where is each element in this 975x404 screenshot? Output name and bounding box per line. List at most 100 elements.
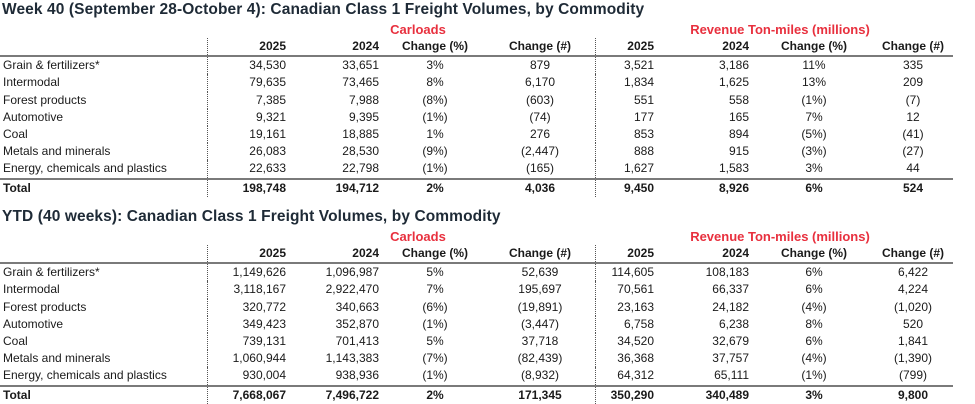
total-cell-carloads-change-pct: 2% <box>379 384 485 404</box>
cell-carloads-2025: 930,004 <box>242 368 286 383</box>
cell-carloads-2025: 1,149,626 <box>232 265 286 280</box>
cell-carloads-2024: 340,663 <box>335 299 379 314</box>
revenue-ton-miles-group-label: Revenue Ton-miles (millions) <box>690 229 870 244</box>
cell-carloads-change-num: (74) <box>529 109 551 124</box>
table-row: Metals and minerals 26,083 28,530 (9%) (2,44… <box>0 143 953 161</box>
cell-carloads-2024: 1,143,383 <box>325 351 379 366</box>
cell-carloads-2025: 34,530 <box>249 58 286 73</box>
cell-rtm-change-pct: (1%) <box>801 368 827 383</box>
cell-carloads-2024: 73,465 <box>342 75 379 90</box>
cell-rtm-2024: 37,757 <box>712 351 749 366</box>
cell-rtm-2024: 65,111 <box>714 368 749 383</box>
cell-carloads-change-pct: 8% <box>426 75 444 90</box>
total-row: Total 7,668,067 7,496,722 2% 171,345 350,290 3… <box>0 384 953 404</box>
cell-rtm-change-pct: 6% <box>805 282 823 297</box>
total-cell-carloads-change-num: 4,036 <box>485 177 596 197</box>
cell-rtm-2025: 1,834 <box>595 74 654 92</box>
cell-rtm-2025: 34,520 <box>595 333 654 351</box>
table-row: Energy, chemicals and plastics 22,633 22,7… <box>0 160 953 179</box>
total-cell-rtm-change-pct: 3% <box>749 384 869 404</box>
table-row: Forest products 7,385 7,988 (8%) (603) 551 558… <box>0 91 953 109</box>
cell-carloads-2024: 7,988 <box>348 92 379 107</box>
table-row: Intermodal 3,118,167 2,922,470 7% 195,697 70,… <box>0 281 953 299</box>
cell-carloads-change-pct: (6%) <box>422 299 448 314</box>
cell-rtm-change-pct: 11% <box>802 58 826 73</box>
header-row: 2025 2024 Change (%) Change (#) 2025 2024 Chan… <box>0 38 953 58</box>
cell-carloads-change-pct: (1%) <box>422 109 448 124</box>
cell-commodity: Intermodal <box>0 281 208 299</box>
cell-rtm-2024: 1,625 <box>718 75 749 90</box>
cell-rtm-2025: 177 <box>595 108 654 127</box>
carloads-group-label: Carloads <box>390 22 446 37</box>
cell-carloads-change-pct: 3% <box>426 58 444 73</box>
cell-rtm-change-num: 44 <box>906 161 920 176</box>
cell-carloads-2024: 2,922,470 <box>325 282 379 297</box>
column-header-carloads-2024: 2024 <box>286 38 379 58</box>
cell-carloads-change-num: 879 <box>529 58 551 73</box>
cell-carloads-change-pct: 7% <box>426 282 444 297</box>
total-cell-rtm-change-pct: 6% <box>749 177 869 197</box>
column-header-commodity <box>0 245 208 265</box>
cell-commodity: Coal <box>0 333 208 351</box>
cell-commodity: Coal <box>0 126 208 144</box>
column-header-carloads-2024: 2024 <box>286 245 379 265</box>
column-header-rtm-2024: 2024 <box>654 38 749 58</box>
table-row: Metals and minerals 1,060,944 1,143,383 (7%… <box>0 350 953 368</box>
cell-carloads-change-pct: 5% <box>426 334 444 349</box>
cell-rtm-2024: 915 <box>728 144 749 159</box>
cell-commodity: Forest products <box>0 298 208 316</box>
cell-carloads-2025: 3,118,167 <box>233 282 287 297</box>
cell-rtm-2024: 558 <box>728 92 749 107</box>
cell-rtm-2025: 6,758 <box>595 315 654 334</box>
table-row: Energy, chemicals and plastics 930,004 938… <box>0 367 953 386</box>
cell-rtm-change-pct: 6% <box>805 265 823 280</box>
cell-carloads-2024: 9,395 <box>348 109 379 124</box>
cell-carloads-change-pct: (7%) <box>422 351 448 366</box>
total-row: Total 198,748 194,712 2% 4,036 9,450 8,926 6% 52… <box>0 177 953 197</box>
cell-carloads-change-num: 195,697 <box>518 282 562 297</box>
cell-carloads-change-pct: (8%) <box>422 92 448 107</box>
cell-carloads-2025: 79,635 <box>249 75 286 90</box>
cell-carloads-change-num: (82,439) <box>517 351 563 366</box>
column-header-commodity <box>0 38 208 58</box>
table-row: Automotive 349,423 352,870 (1%) (3,447) 6,758… <box>0 315 953 334</box>
total-cell-rtm-2024: 340,489 <box>654 384 749 404</box>
cell-carloads-2024: 22,798 <box>342 161 379 176</box>
table-row: Coal 19,161 18,885 1% 276 853 894 (5%) (41) <box>0 126 953 144</box>
cell-carloads-change-num: 276 <box>529 127 551 142</box>
cell-commodity: Forest products <box>0 91 208 109</box>
cell-rtm-2024: 6,238 <box>718 316 749 331</box>
total-cell-carloads-change-pct: 2% <box>379 177 485 197</box>
cell-carloads-change-num: 6,170 <box>524 75 556 90</box>
cell-rtm-change-num: (41) <box>902 127 924 142</box>
cell-rtm-change-num: (27) <box>902 144 924 159</box>
cell-rtm-change-num: (7) <box>905 92 921 107</box>
cell-rtm-change-pct: (4%) <box>801 299 827 314</box>
cell-carloads-2024: 1,096,987 <box>325 265 379 280</box>
cell-carloads-change-pct: (1%) <box>422 161 448 176</box>
cell-carloads-change-num: (3,447) <box>520 316 560 331</box>
cell-rtm-2024: 894 <box>728 127 749 142</box>
cell-rtm-2024: 24,182 <box>712 299 749 314</box>
cell-rtm-2025: 114,605 <box>595 263 654 282</box>
cell-rtm-change-num: 335 <box>902 58 924 73</box>
cell-carloads-2025: 26,083 <box>249 144 286 159</box>
cell-carloads-2025: 320,772 <box>242 299 286 314</box>
cell-carloads-change-num: 37,718 <box>521 334 559 349</box>
weekly-table-title: Week 40 (September 28-October 4): Canadi… <box>2 1 645 18</box>
cell-commodity: Automotive <box>0 108 208 127</box>
column-header-carloads-2025: 2025 <box>207 245 286 265</box>
cell-rtm-2024: 165 <box>728 109 749 124</box>
cell-commodity: Metals and minerals <box>0 350 208 368</box>
column-header-carloads-change-pct: Change (%) <box>379 245 485 265</box>
cell-rtm-change-num: 1,841 <box>897 334 929 349</box>
total-cell-rtm-2024: 8,926 <box>654 177 749 197</box>
cell-rtm-2024: 1,583 <box>718 161 749 176</box>
cell-rtm-change-pct: (4%) <box>801 351 827 366</box>
cell-rtm-2025: 36,368 <box>595 350 654 368</box>
cell-rtm-change-pct: 7% <box>805 109 823 124</box>
cell-carloads-change-num: (19,891) <box>517 299 563 314</box>
cell-rtm-change-num: 520 <box>902 316 924 331</box>
cell-carloads-2025: 19,161 <box>249 127 286 142</box>
table-row: Coal 739,131 701,413 5% 37,718 34,520 32,679 6%… <box>0 333 953 351</box>
